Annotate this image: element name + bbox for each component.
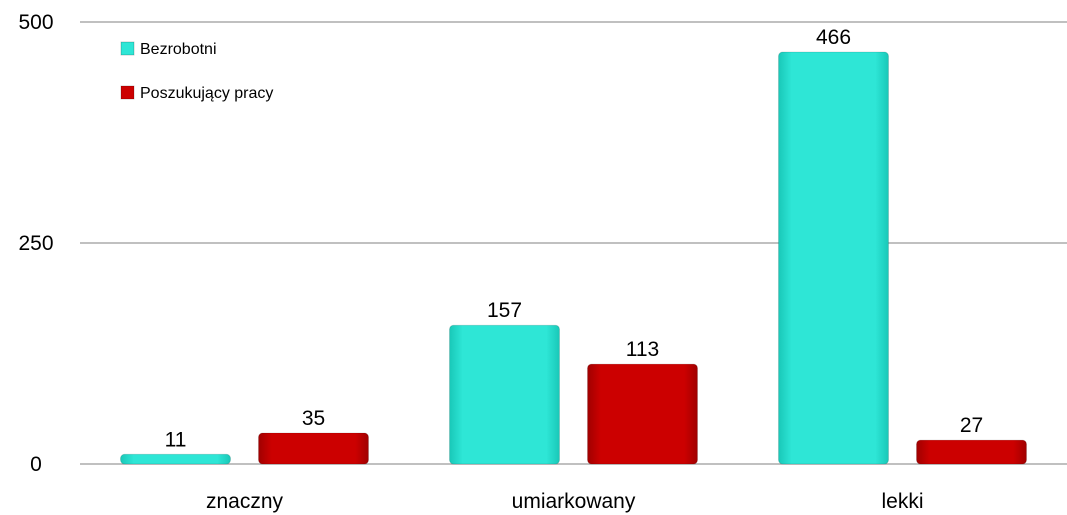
bar-Bezrobotni-lekki [778,51,889,465]
bar-Poszukujący pracy-lekki [916,439,1027,465]
bar-Bezrobotni-znaczny [120,453,231,465]
legend-label: Poszukujący pracy [140,85,273,102]
x-category-label: znaczny [206,490,284,513]
legend-label: Bezrobotni [140,41,217,58]
y-tick-label: 500 [18,11,53,34]
bar-Poszukujący pracy-umiarkowany [587,363,698,465]
legend-swatch [120,85,135,100]
data-label: 113 [626,338,659,361]
y-tick-label: 0 [30,453,42,476]
bar-Bezrobotni-umiarkowany [449,324,560,465]
legend: Bezrobotni Poszukujący pracy [120,41,273,102]
legend-swatch [120,41,135,56]
y-axis-ticks: 0 250 500 [18,11,53,476]
data-label: 27 [960,414,983,437]
gridlines [80,21,1067,465]
data-label: 35 [302,407,325,430]
y-tick-label: 250 [18,232,53,255]
category-labels: znaczny umiarkowany lekki [206,490,924,513]
data-label: 11 [165,428,187,451]
value-labels: 11 35 157 113 466 27 [165,26,984,451]
data-label: 466 [816,26,851,49]
data-label: 157 [487,299,522,322]
bars [120,51,1027,465]
x-category-label: umiarkowany [512,490,636,513]
x-category-label: lekki [881,490,923,513]
bar-Poszukujący pracy-znaczny [258,432,369,465]
